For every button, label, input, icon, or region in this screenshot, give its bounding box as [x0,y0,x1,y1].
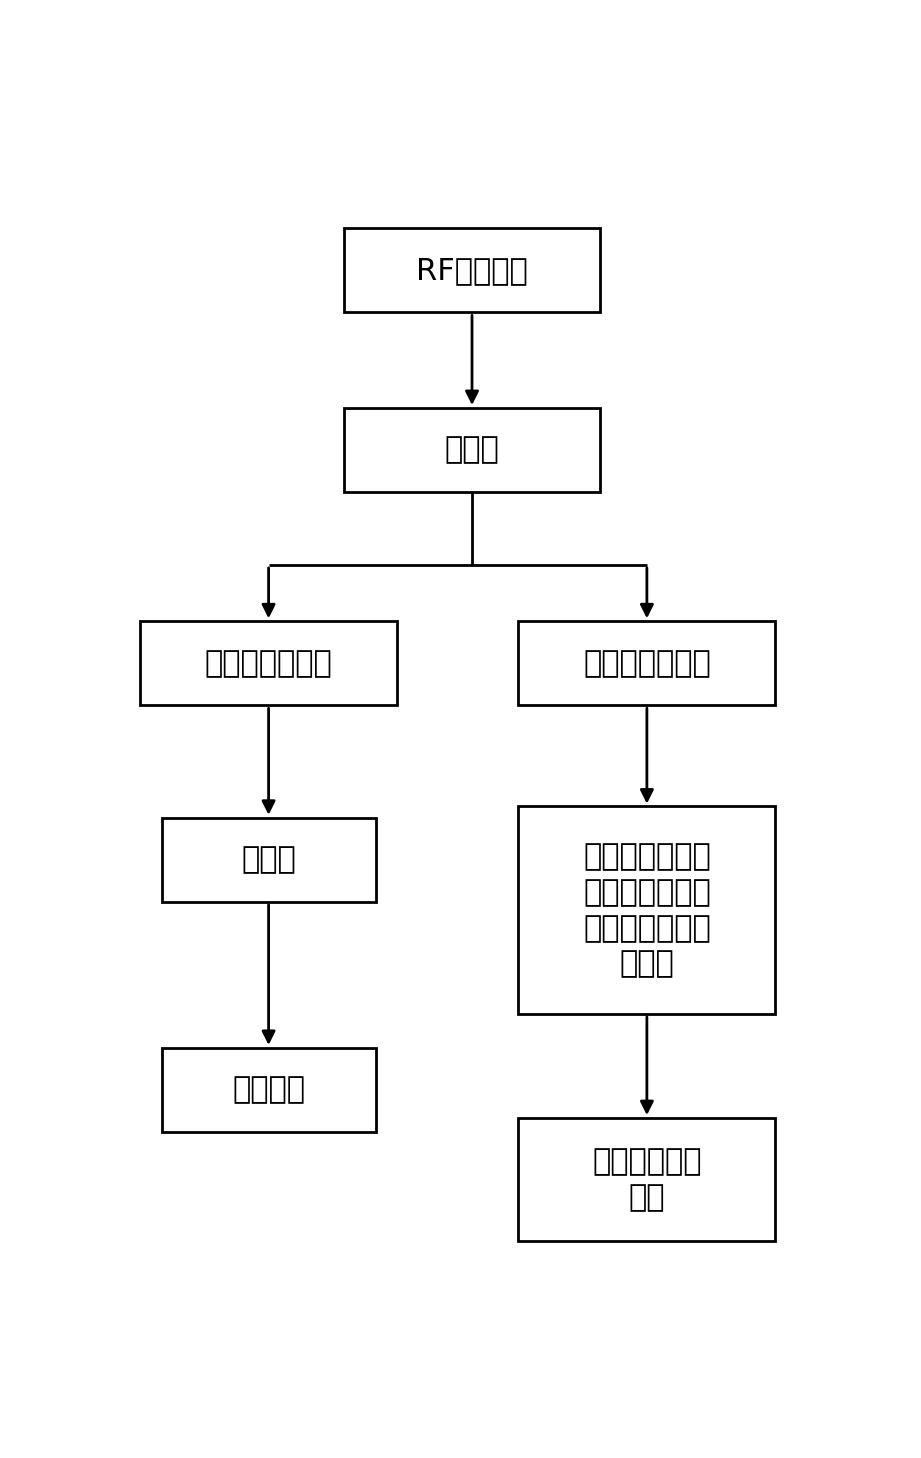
Text: 应变图: 应变图 [445,436,499,465]
Text: 阈值判断: 阈值判断 [232,1076,305,1104]
Bar [140,621,397,706]
Bar [519,1118,775,1242]
Bar [344,408,600,493]
Bar [519,806,775,1015]
Text: 在一定范围内数
据存在极大值或
极小值时，转折
率加一: 在一定范围内数 据存在极大值或 极小值时，转折 率加一 [583,841,711,978]
Bar [519,621,775,706]
Text: RF信号处理: RF信号处理 [416,257,528,284]
Bar [344,229,600,312]
Text: 均方差: 均方差 [241,846,296,875]
Bar [161,818,376,903]
Text: 图像灰度转折率: 图像灰度转折率 [583,649,711,678]
Text: 图像灰度均方差: 图像灰度均方差 [204,649,332,678]
Text: 记录转折率并
判断: 记录转折率并 判断 [592,1147,702,1212]
Bar [161,1048,376,1131]
